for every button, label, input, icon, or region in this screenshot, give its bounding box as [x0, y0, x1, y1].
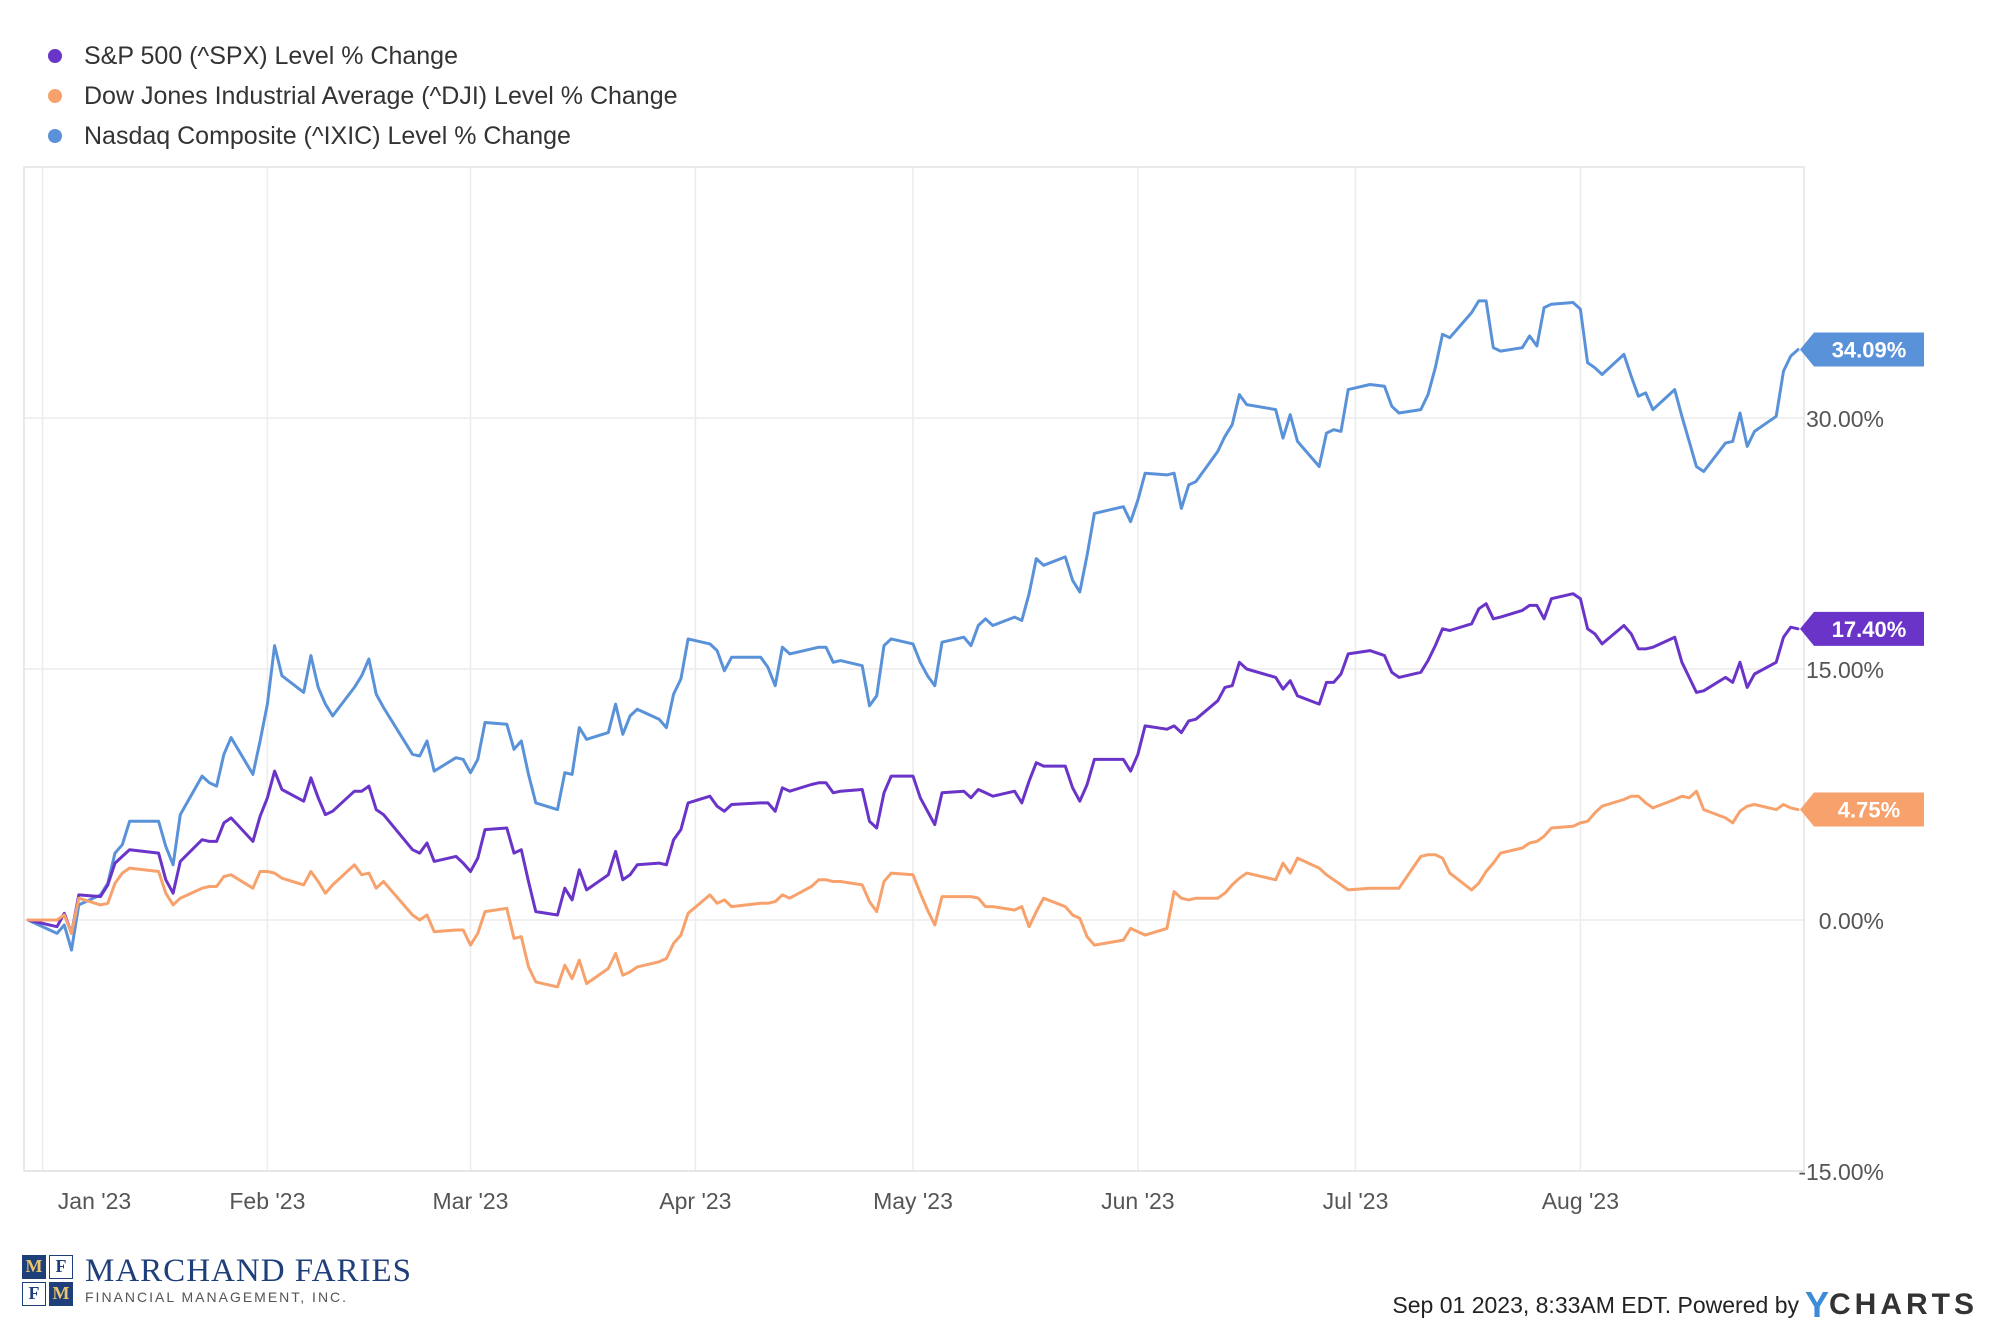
chart-legend: S&P 500 (^SPX) Level % Change Dow Jones I…	[48, 36, 678, 156]
y-tick-label: -15.00%	[1798, 1159, 1884, 1185]
y-tick-label: 30.00%	[1806, 406, 1884, 432]
y-tick-label: 15.00%	[1806, 657, 1884, 683]
legend-label: S&P 500 (^SPX) Level % Change	[84, 41, 458, 70]
legend-item[interactable]: S&P 500 (^SPX) Level % Change	[48, 36, 678, 76]
series-layer	[26, 299, 1800, 989]
x-tick-label: Apr '23	[659, 1188, 731, 1214]
legend-label: Nasdaq Composite (^IXIC) Level % Change	[84, 121, 571, 150]
end-label-text: 17.40%	[1832, 617, 1907, 642]
x-axis: Jan '23 Feb '23 Mar '23 Apr '23 May '23 Jun '…	[58, 1188, 1619, 1214]
series-line	[26, 592, 1800, 935]
legend-dot-icon	[48, 49, 62, 63]
series-line	[26, 299, 1800, 952]
legend-label: Dow Jones Industrial Average (^DJI) Leve…	[84, 81, 678, 110]
ycharts-logo-text[interactable]: CHARTS	[1829, 1288, 1978, 1321]
chart-attribution: Sep 01 2023, 8:33AM EDT. Powered by Y CH…	[1392, 1284, 1978, 1326]
x-tick-label: Jul '23	[1323, 1188, 1389, 1214]
x-tick-label: Feb '23	[229, 1188, 305, 1214]
monogram-cell: M	[49, 1281, 73, 1306]
legend-item[interactable]: Dow Jones Industrial Average (^DJI) Leve…	[48, 76, 678, 116]
brand-subtitle: FINANCIAL MANAGEMENT, INC.	[85, 1289, 349, 1305]
ycharts-logo-y[interactable]: Y	[1804, 1284, 1829, 1325]
timestamp-text: Sep 01 2023, 8:33AM EDT. Powered by	[1392, 1291, 1799, 1318]
monogram-icon: M F F M	[22, 1254, 73, 1306]
monogram-cell: F	[22, 1281, 46, 1306]
end-label-text: 34.09%	[1832, 338, 1907, 363]
series-line	[26, 789, 1800, 989]
x-tick-label: Jan '23	[58, 1188, 131, 1214]
end-labels: 34.09% 17.40% 4.75%	[1800, 332, 1924, 827]
x-tick-label: Aug '23	[1542, 1188, 1619, 1214]
brand-logo: M F F M MARCHAND FARIES FINANCIAL MANAGE…	[22, 1254, 412, 1306]
x-tick-label: May '23	[873, 1188, 953, 1214]
end-label-badge	[1800, 332, 1924, 367]
end-label-badge	[1800, 792, 1924, 827]
legend-dot-icon	[48, 129, 62, 143]
x-tick-label: Mar '23	[433, 1188, 509, 1214]
plot-area-border	[23, 166, 1805, 1172]
legend-dot-icon	[48, 89, 62, 103]
end-label-text: 4.75%	[1838, 798, 1900, 823]
x-tick-label: Jun '23	[1101, 1188, 1174, 1214]
monogram-cell: F	[49, 1254, 73, 1279]
gridlines	[24, 167, 1804, 1172]
y-tick-label: 0.00%	[1819, 908, 1884, 934]
y-axis: 30.00% 15.00% 0.00% -15.00%	[1798, 406, 1884, 1185]
legend-item[interactable]: Nasdaq Composite (^IXIC) Level % Change	[48, 116, 678, 156]
brand-name: MARCHAND FARIES	[85, 1253, 413, 1289]
end-label-badge	[1800, 611, 1924, 646]
monogram-cell: M	[22, 1254, 46, 1279]
